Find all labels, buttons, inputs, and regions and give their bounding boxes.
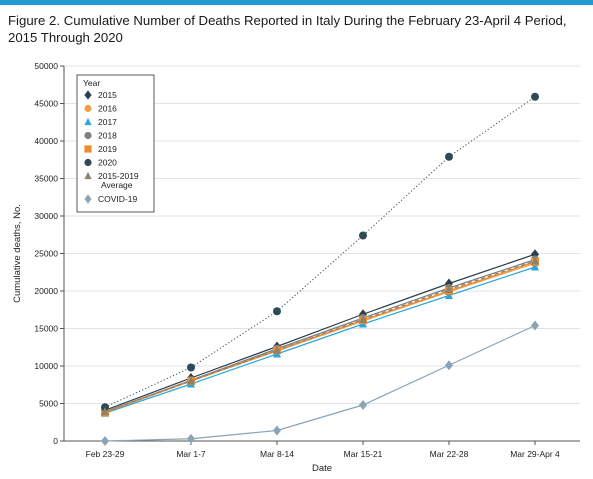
legend-item-2016: 2016 — [84, 104, 117, 114]
figure-title-line-1: Figure 2. Cumulative Number of Deaths Re… — [8, 13, 567, 28]
y-tick-label-15000: 15000 — [34, 324, 58, 334]
point-2020-mar-22-28 — [445, 152, 453, 161]
series-line-2015-2019-average — [104, 260, 536, 413]
point-covid-19-feb-23-29 — [101, 436, 109, 446]
legend-label-2020: 2020 — [98, 158, 117, 168]
legend-label-2015-2019-average-line-2: Average — [101, 180, 133, 190]
legend-marker-2016 — [84, 104, 92, 113]
y-tick-label-5000: 5000 — [39, 399, 58, 409]
series-line-2015 — [104, 253, 536, 411]
legend-label-2017: 2017 — [98, 117, 117, 127]
legend-marker-2020 — [84, 158, 92, 167]
x-tick-label-mar-8-14: Mar 8-14 — [260, 449, 294, 459]
x-tick-label-feb-23-29: Feb 23-29 — [86, 449, 125, 459]
y-tick-label-40000: 40000 — [34, 136, 58, 146]
x-tick-label-mar-1-7: Mar 1-7 — [176, 449, 206, 459]
x-tick-label-mar-29-apr-4: Mar 29-Apr 4 — [510, 449, 560, 459]
legend-label-2018: 2018 — [98, 131, 117, 141]
series-covid-19 — [101, 320, 539, 446]
series-line-covid-19 — [104, 324, 536, 442]
series-2017 — [101, 262, 539, 417]
y-tick-label-0: 0 — [53, 436, 58, 446]
legend-item-2017: 2017 — [84, 117, 117, 127]
point-2015-2019-average-feb-23-29 — [101, 407, 109, 416]
legend-marker-2015 — [84, 90, 92, 100]
y-tick-label-35000: 35000 — [34, 174, 58, 184]
y-tick-label-25000: 25000 — [34, 249, 58, 259]
legend-title: Year — [83, 78, 100, 88]
accent-bar — [0, 0, 593, 5]
legend-item-2018: 2018 — [84, 131, 117, 141]
legend-label-covid-19: COVID-19 — [98, 194, 137, 204]
legend-marker-2017 — [84, 117, 92, 126]
x-tick-label-mar-22-28: Mar 22-28 — [430, 449, 469, 459]
legend-marker-2015-2019-average — [84, 171, 92, 180]
legend-label-2016: 2016 — [98, 104, 117, 114]
legend-item-2020: 2020 — [84, 158, 117, 168]
y-tick-label-30000: 30000 — [34, 211, 58, 221]
legend-box — [76, 74, 155, 213]
legend-marker-covid-19 — [84, 194, 92, 204]
y-axis-label: Cumulative deaths, No. — [12, 204, 23, 303]
point-covid-19-mar-22-28 — [445, 360, 453, 371]
legend: Year 2015 2016 2017 2018 2019 2020 2015-2019Ave… — [76, 74, 155, 213]
series-line-2019 — [104, 261, 536, 414]
y-tick-label-10000: 10000 — [34, 361, 58, 371]
figure-title-line-2: 2015 Through 2020 — [8, 30, 123, 45]
y-tick-label-45000: 45000 — [34, 99, 58, 109]
x-tick-label-mar-15-21: Mar 15-21 — [344, 449, 383, 459]
point-covid-19-mar-1-7 — [187, 433, 195, 444]
y-tick-label-20000: 20000 — [34, 286, 58, 296]
point-2015-2019-average-mar-22-28 — [445, 285, 453, 293]
point-covid-19-mar-15-21 — [359, 400, 367, 410]
point-2020-mar-15-21 — [359, 231, 367, 240]
series-line-2018 — [104, 258, 536, 413]
legend-marker-2018 — [84, 131, 92, 140]
series-2015-2019-average — [101, 256, 539, 416]
series-line-2020 — [104, 96, 536, 408]
legend-item-2019: 2019 — [84, 144, 117, 154]
legend-marker-2019 — [84, 145, 92, 153]
point-covid-19-mar-8-14 — [273, 425, 281, 436]
point-2020-mar-8-14 — [273, 307, 281, 316]
point-2015-2019-average-mar-29-apr-4 — [531, 256, 539, 265]
point-2020-mar-1-7 — [187, 363, 195, 372]
point-covid-19-mar-29-apr-4 — [531, 320, 539, 331]
point-2015-2019-average-mar-1-7 — [187, 376, 195, 385]
point-2017-mar-29-apr-4 — [531, 262, 539, 271]
x-axis-label: Date — [312, 463, 332, 474]
point-2015-2019-average-mar-15-21 — [359, 315, 367, 323]
legend-item-2015: 2015 — [84, 90, 117, 100]
figure-title: Figure 2. Cumulative Number of Deaths Re… — [8, 12, 583, 46]
legend-label-2019: 2019 — [98, 144, 117, 154]
legend-item-covid-19: COVID-19 — [84, 194, 137, 204]
point-2015-2019-average-mar-8-14 — [273, 345, 281, 354]
legend-label-2015: 2015 — [98, 90, 117, 100]
y-tick-label-50000: 50000 — [34, 61, 58, 71]
legend-label-2015-2019-average-line-1: 2015-2019 — [98, 171, 139, 181]
series-line-2017 — [104, 266, 536, 414]
point-2020-mar-29-apr-4 — [531, 92, 539, 101]
series-2020 — [101, 92, 539, 412]
